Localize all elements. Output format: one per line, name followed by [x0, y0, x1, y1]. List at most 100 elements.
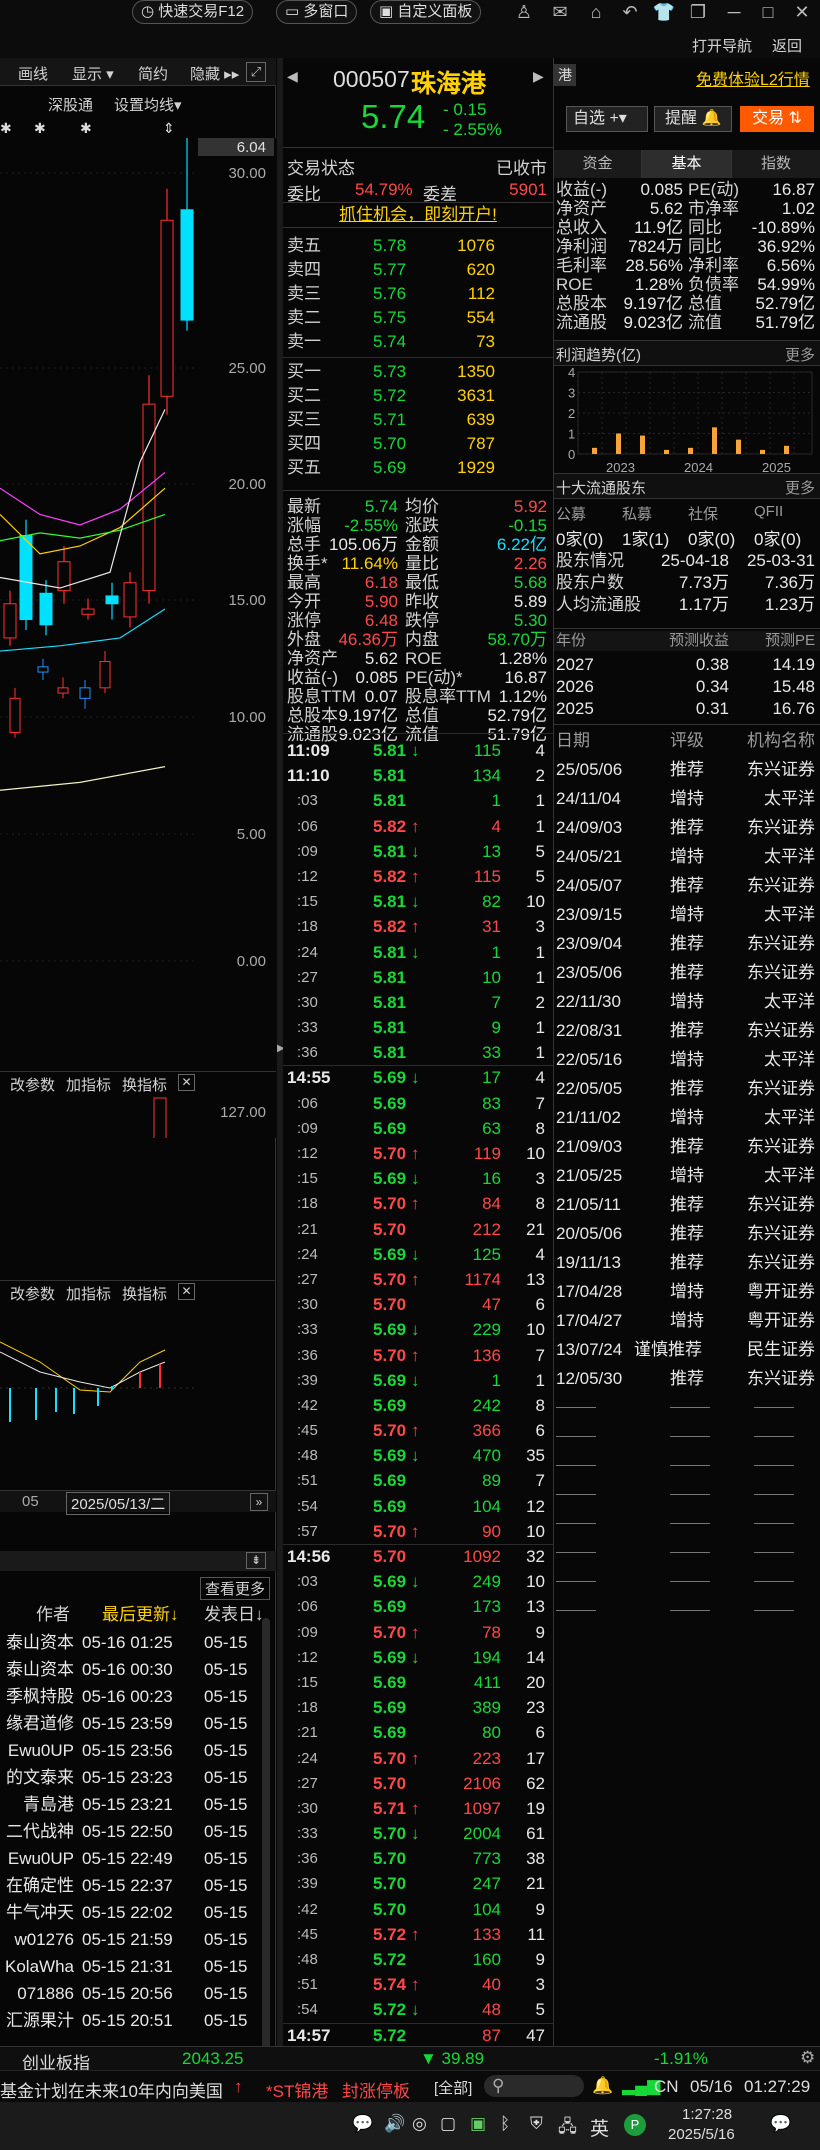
post-row[interactable]: w01276 05-15 21:59 05-15: [0, 1928, 276, 1952]
draw-button[interactable]: 画线: [18, 66, 49, 83]
view-more-button[interactable]: 查看更多: [200, 1577, 271, 1600]
posts-scrollbar[interactable]: [262, 1618, 270, 2088]
rating-row[interactable]: 24/09/03 推荐 东兴证券: [554, 817, 820, 839]
post-row[interactable]: 泰山资本 05-16 01:25 05-15: [0, 1631, 276, 1655]
order-book-row[interactable]: 卖二 5.75 554: [283, 306, 553, 330]
user-icon[interactable]: ♙: [515, 2, 533, 22]
indicator1-add-button[interactable]: 加指标: [66, 1077, 112, 1094]
post-row[interactable]: 的文泰来 05-15 23:23 05-15: [0, 1766, 276, 1790]
order-book-row[interactable]: 买五 5.69 1929: [283, 456, 553, 480]
post-row[interactable]: 071886 05-15 20:56 05-15: [0, 1982, 276, 2006]
security-icon[interactable]: ⛨: [530, 2114, 543, 2133]
indicator2-params-button[interactable]: 改参数: [10, 1286, 56, 1303]
holders-more-link[interactable]: 更多: [784, 480, 815, 497]
post-row[interactable]: 缘君道修 05-15 23:59 05-15: [0, 1712, 276, 1736]
rating-row[interactable]: 17/04/28 增持 粤开证券: [554, 1281, 820, 1303]
scroll-right-icon[interactable]: »: [250, 1493, 268, 1511]
ticker-stock[interactable]: *ST锦港: [266, 2082, 329, 2101]
kline-chart[interactable]: 6.0430.0025.0020.0015.0010.005.000.006.1…: [0, 138, 276, 1138]
rating-row[interactable]: 24/05/07 推荐 东兴证券: [554, 875, 820, 897]
post-row[interactable]: 汇源果汁 05-15 20:51 05-15: [0, 2009, 276, 2033]
set-ma-button[interactable]: 设置均线▾: [114, 97, 182, 114]
open-account-promo-link[interactable]: 抓住机会，即刻开户!: [339, 205, 497, 224]
rating-row[interactable]: 24/05/21 增持 太平洋: [554, 846, 820, 868]
order-book-row[interactable]: 卖四 5.77 620: [283, 258, 553, 282]
maximize-icon[interactable]: □: [762, 2, 774, 22]
rating-row[interactable]: 13/07/24 谨慎推荐 民生证券: [554, 1339, 820, 1361]
show-button[interactable]: 显示 ▾: [72, 66, 114, 83]
indicator1-params-button[interactable]: 改参数: [10, 1077, 56, 1094]
rating-row[interactable]: 22/05/16 增持 太平洋: [554, 1049, 820, 1071]
profit-more-link[interactable]: 更多: [784, 347, 815, 364]
clock-time[interactable]: 1:27:28: [682, 2106, 733, 2123]
watchlist-button[interactable]: 自选 +▾: [566, 106, 648, 132]
minimize-icon[interactable]: ─: [727, 2, 741, 22]
clock-date[interactable]: 2025/5/16: [668, 2126, 735, 2143]
rating-row[interactable]: 22/08/31 推荐 东兴证券: [554, 1020, 820, 1042]
rating-row[interactable]: 21/09/03 推荐 东兴证券: [554, 1136, 820, 1158]
rating-row[interactable]: 21/05/25 增持 太平洋: [554, 1165, 820, 1187]
rating-row[interactable]: 20/05/06 推荐 东兴证券: [554, 1223, 820, 1245]
settings-gear-icon[interactable]: ⚙: [800, 2048, 816, 2067]
tab-index[interactable]: 指数: [732, 150, 820, 178]
order-book-row[interactable]: 买二 5.72 3631: [283, 384, 553, 408]
custom-panel-button[interactable]: ▣ 自定义面板: [370, 0, 482, 24]
ime-indicator[interactable]: 英: [590, 2119, 610, 2140]
shirt-icon[interactable]: 👕: [652, 2, 676, 22]
prev-stock-icon[interactable]: ◀: [287, 68, 298, 84]
rating-row[interactable]: 22/05/05 推荐 东兴证券: [554, 1078, 820, 1100]
order-book-row[interactable]: 买一 5.73 1350: [283, 360, 553, 384]
post-row[interactable]: KolaWha 05-15 21:31 05-15: [0, 1955, 276, 1979]
bell-notify-icon[interactable]: 🔔: [592, 2076, 614, 2095]
simple-button[interactable]: 简约: [138, 66, 169, 83]
back-link[interactable]: 返回: [772, 38, 803, 55]
rating-row[interactable]: 19/11/13 推荐 东兴证券: [554, 1252, 820, 1274]
gpu-icon[interactable]: ▣: [470, 2114, 487, 2133]
rating-row[interactable]: 25/05/06 推荐 东兴证券: [554, 759, 820, 781]
tab-capital[interactable]: 资金: [554, 150, 642, 178]
post-row[interactable]: 二代战神 05-15 22:50 05-15: [0, 1820, 276, 1844]
rating-row[interactable]: 21/11/02 增持 太平洋: [554, 1107, 820, 1129]
network-icon[interactable]: 🖧: [558, 2117, 577, 2136]
notification-icon[interactable]: 💬: [770, 2114, 792, 2133]
alert-button[interactable]: 提醒 🔔: [654, 106, 732, 132]
rating-row[interactable]: 23/05/06 推荐 东兴证券: [554, 962, 820, 984]
l2-trial-link[interactable]: 免费体验L2行情: [696, 72, 810, 89]
indicator1-close-icon[interactable]: ✕: [178, 1074, 195, 1091]
open-nav-link[interactable]: 打开导航: [692, 38, 753, 55]
indicator2-close-icon[interactable]: ✕: [178, 1283, 195, 1300]
bluetooth-icon[interactable]: ᛒ: [500, 2114, 511, 2133]
rating-row[interactable]: 22/11/30 增持 太平洋: [554, 991, 820, 1013]
post-row[interactable]: 牛气冲天 05-15 22:02 05-15: [0, 1901, 276, 1925]
post-row[interactable]: Ewu0UP 05-15 23:56 05-15: [0, 1739, 276, 1763]
rating-row[interactable]: 17/04/27 增持 粤开证券: [554, 1310, 820, 1332]
indicator1-switch-button[interactable]: 换指标: [122, 1077, 168, 1094]
collapse-icon[interactable]: ⇟: [246, 1552, 266, 1569]
multi-window-button[interactable]: ▭ 多窗口: [276, 0, 358, 24]
order-book-row[interactable]: 买四 5.70 787: [283, 432, 553, 456]
rating-row[interactable]: 24/11/04 增持 太平洋: [554, 788, 820, 810]
record-icon[interactable]: ◎: [412, 2114, 427, 2133]
ticker-news[interactable]: 基金计划在未来10年内向美国: [0, 2082, 223, 2101]
pay-icon[interactable]: P: [624, 2114, 646, 2136]
panel-splitter[interactable]: ▶: [277, 58, 285, 2103]
rating-row[interactable]: 12/05/30 推荐 东兴证券: [554, 1368, 820, 1390]
index-name[interactable]: 创业板指: [22, 2054, 90, 2073]
copy-icon[interactable]: ❐: [689, 2, 707, 22]
shen-gang-tong-label[interactable]: 深股通: [48, 97, 94, 114]
order-book-row[interactable]: 卖五 5.78 1076: [283, 234, 553, 258]
close-icon[interactable]: ✕: [794, 2, 810, 22]
tab-basic[interactable]: 基本: [642, 150, 732, 178]
home-icon[interactable]: ⌂: [590, 2, 602, 22]
post-row[interactable]: 泰山资本 05-16 00:30 05-15: [0, 1658, 276, 1682]
rating-row[interactable]: 23/09/15 增持 太平洋: [554, 904, 820, 926]
next-stock-icon[interactable]: ▶: [533, 68, 544, 84]
fullscreen-icon[interactable]: ⤢: [246, 62, 266, 82]
post-row[interactable]: Ewu0UP 05-15 22:49 05-15: [0, 1847, 276, 1871]
hide-button[interactable]: 隐藏 ▸▸: [190, 66, 240, 83]
post-row[interactable]: 季枫持股 05-16 00:23 05-15: [0, 1685, 276, 1709]
search-input[interactable]: ⚲: [484, 2075, 584, 2097]
order-book-row[interactable]: 卖三 5.76 112: [283, 282, 553, 306]
undo-icon[interactable]: ↶: [622, 2, 638, 22]
post-row[interactable]: 青島港 05-15 23:21 05-15: [0, 1793, 276, 1817]
